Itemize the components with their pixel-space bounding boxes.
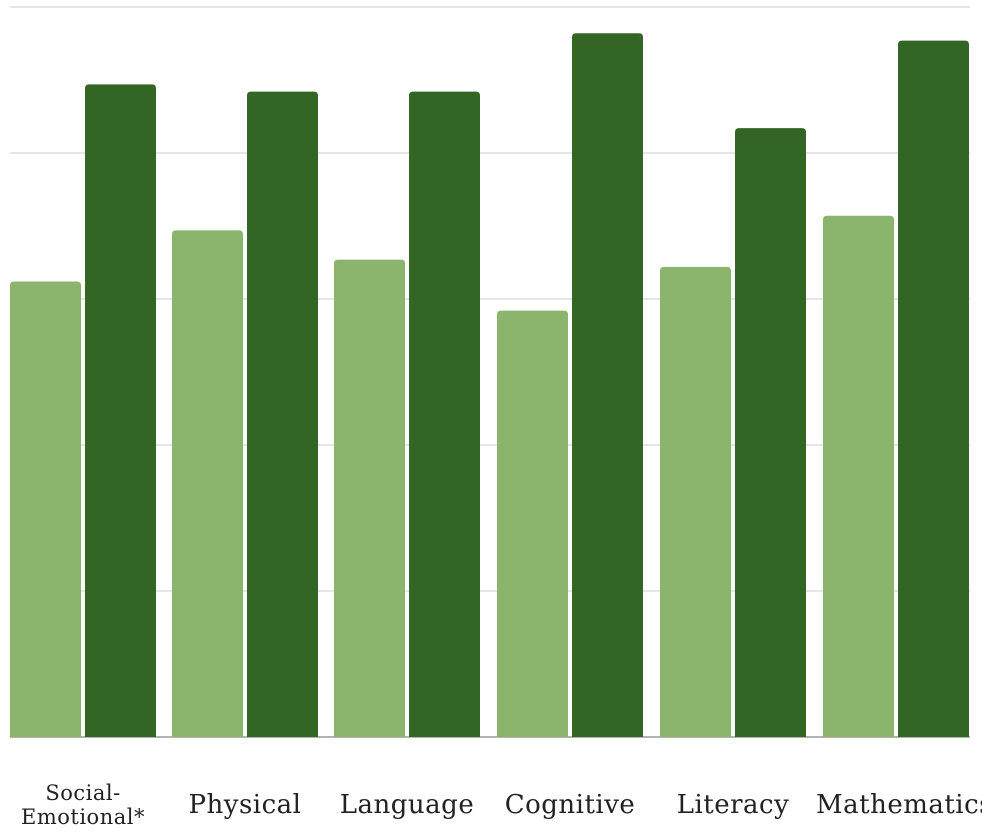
bar-light-5 [823, 215, 894, 737]
bar-light-4 [660, 266, 731, 737]
bar-light-2 [334, 259, 405, 737]
bar-dark-0 [85, 84, 156, 737]
x-tick-label: Social- Emotional* [21, 781, 145, 829]
x-tick-label: Language [339, 790, 475, 820]
bar-light-1 [172, 230, 243, 737]
bar-dark-3 [572, 33, 643, 737]
x-tick-label: Mathematics [816, 790, 982, 820]
bar-dark-4 [735, 128, 806, 737]
x-tick-label: Physical [188, 790, 302, 820]
x-tick-label: Literacy [676, 790, 790, 820]
bar-light-3 [497, 310, 568, 737]
bar-light-0 [10, 281, 81, 737]
x-tick-label: Cognitive [504, 790, 636, 820]
bar-dark-1 [247, 91, 318, 738]
bar-dark-2 [409, 91, 480, 738]
bar-dark-5 [898, 40, 969, 737]
